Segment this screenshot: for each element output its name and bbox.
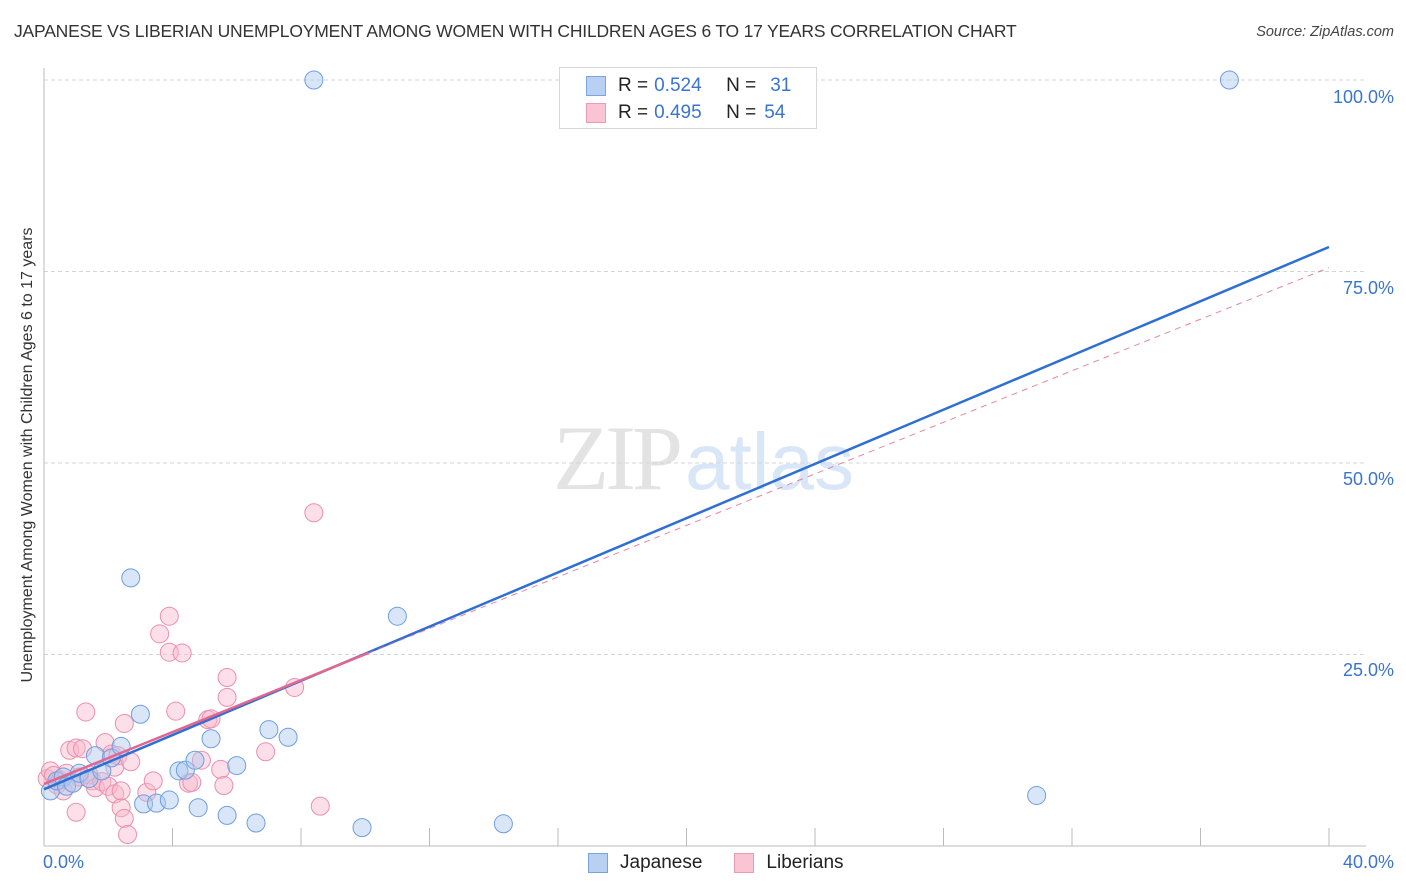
japanese-point <box>493 814 513 834</box>
r-label: R = <box>618 102 649 123</box>
japanese-point <box>121 568 141 588</box>
legend-item-japanese[interactable]: Japanese <box>588 852 702 874</box>
legend-item-liberians[interactable]: Liberians <box>734 852 844 874</box>
y-tick-100: 100.0% <box>1332 87 1394 107</box>
liberian-point <box>182 772 202 792</box>
japanese-point <box>201 729 221 749</box>
y-tick-25: 25.0% <box>1342 660 1394 680</box>
liberian-point <box>150 624 170 644</box>
liberian-point <box>172 643 192 663</box>
japanese-swatch-icon <box>588 853 608 873</box>
liberian-point <box>211 759 231 779</box>
correlation-legend: R = 0.524 N = 31 R = 0.495 N = 54 <box>559 67 817 129</box>
liberian-point <box>217 687 237 707</box>
japanese-point <box>175 760 195 780</box>
liberians-swatch-icon <box>586 103 606 123</box>
liberian-point <box>217 667 237 687</box>
y-tick-50: 50.0% <box>1342 469 1394 489</box>
liberian-point <box>111 798 131 818</box>
liberian-trend-line <box>43 651 369 786</box>
japanese-point <box>188 798 208 818</box>
liberian-point <box>304 503 324 523</box>
x-tick-min: 0.0% <box>43 852 85 872</box>
n-label: N = <box>726 102 757 123</box>
liberian-point <box>191 750 211 770</box>
r-value: 0.524 <box>654 75 702 96</box>
r-value: 0.495 <box>654 102 702 123</box>
liberian-point <box>137 782 157 802</box>
liberian-point <box>256 742 276 762</box>
liberian-point <box>66 802 86 822</box>
liberian-point <box>159 606 179 626</box>
x-tick-max: 40.0% <box>1342 852 1394 872</box>
japanese-point <box>246 813 266 833</box>
liberian-point <box>76 702 96 722</box>
liberian-point <box>66 738 86 758</box>
liberian-point <box>114 713 134 733</box>
legend-label-liberians: Liberians <box>766 852 844 873</box>
liberian-point <box>166 701 186 721</box>
liberian-point <box>114 808 134 828</box>
japanese-point <box>130 704 150 724</box>
japanese-point <box>304 70 324 90</box>
liberian-point <box>111 781 131 801</box>
legend-label-japanese: Japanese <box>620 852 703 873</box>
japanese-point <box>146 793 166 813</box>
japanese-trend-line <box>43 245 1330 791</box>
liberian-point <box>118 825 138 845</box>
japanese-point <box>185 750 205 770</box>
japanese-point <box>387 606 407 626</box>
r-label: R = <box>618 75 649 96</box>
n-value: 54 <box>764 102 786 123</box>
liberian-point <box>310 796 330 816</box>
japanese-point <box>259 720 279 740</box>
n-label: N = <box>726 75 757 96</box>
japanese-point <box>352 818 372 838</box>
y-tick-75: 75.0% <box>1342 278 1394 298</box>
japanese-point <box>227 756 247 776</box>
japanese-point <box>1219 70 1239 90</box>
series-legend: Japanese Liberians <box>588 852 876 874</box>
japanese-point <box>169 761 189 781</box>
liberian-point <box>143 771 163 791</box>
liberian-trend-extension <box>368 267 1330 654</box>
japanese-point <box>1027 785 1047 805</box>
japanese-point <box>278 727 298 747</box>
legend-row-liberians: R = 0.495 N = 54 <box>586 100 785 126</box>
source-label: Source: ZipAtlas.com <box>1256 24 1394 40</box>
liberians-swatch-icon <box>734 853 755 873</box>
japanese-point <box>159 790 179 810</box>
japanese-swatch-icon <box>586 76 606 96</box>
japanese-point <box>217 805 237 825</box>
liberian-point <box>214 775 234 795</box>
chart-title: JAPANESE VS LIBERIAN UNEMPLOYMENT AMONG … <box>14 21 1017 41</box>
n-value: 31 <box>770 75 792 96</box>
legend-row-japanese: R = 0.524 N = 31 <box>586 73 791 99</box>
